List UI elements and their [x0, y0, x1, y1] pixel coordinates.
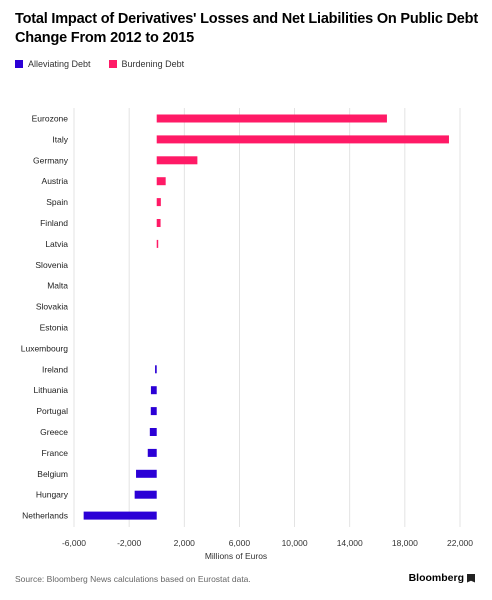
- category-label: Eurozone: [32, 114, 69, 124]
- category-label: Ireland: [42, 364, 68, 374]
- x-tick-label: 6,000: [229, 538, 251, 548]
- x-tick-label: 10,000: [282, 538, 308, 548]
- bar: [156, 239, 159, 248]
- category-labels: Eurozone Italy Germany Austria Spain Finland L…: [21, 114, 69, 521]
- x-axis-label: Millions of Euros: [205, 551, 267, 561]
- legend-swatch-burdening: [108, 60, 117, 68]
- category-label: Netherlands: [22, 511, 68, 521]
- category-label: Latvia: [45, 239, 68, 249]
- category-label: Portugal: [36, 406, 68, 416]
- category-label: Austria: [42, 176, 69, 186]
- chart-title: Total Impact of Derivatives' Losses and …: [15, 11, 478, 46]
- category-label: Slovenia: [35, 260, 68, 270]
- brand-name: Bloomberg: [408, 572, 464, 584]
- bar: [147, 448, 157, 457]
- legend: Alleviating Debt Burdening Debt: [15, 59, 202, 69]
- x-tick-label: 22,000: [447, 538, 473, 548]
- bar: [136, 469, 157, 478]
- x-tick-label: 14,000: [337, 538, 363, 548]
- x-tick-label: 18,000: [392, 538, 418, 548]
- bar: [150, 407, 157, 416]
- category-label: Malta: [47, 281, 68, 291]
- category-label: Spain: [46, 197, 68, 207]
- category-label: Slovakia: [36, 302, 68, 312]
- x-tick-label: 2,000: [174, 538, 196, 548]
- bar: [156, 114, 387, 123]
- legend-label-alleviating: Alleviating Debt: [28, 59, 91, 69]
- source-note: Source: Bloomberg News calculations base…: [15, 574, 251, 584]
- bar: [83, 511, 157, 520]
- legend-item-alleviating: Alleviating Debt: [15, 59, 91, 69]
- legend-label-burdening: Burdening Debt: [121, 59, 185, 69]
- x-tick-labels: -6,000 -2,000 2,000 6,000 10,000 14,000 18,000…: [62, 538, 473, 548]
- category-label: Luxembourg: [21, 343, 69, 353]
- bars: [83, 114, 449, 520]
- x-tick-label: -2,000: [117, 538, 141, 548]
- x-tick-label: -6,000: [62, 538, 86, 548]
- gridlines: [73, 108, 461, 527]
- category-label: Greece: [40, 427, 68, 437]
- category-label: Hungary: [36, 490, 69, 500]
- bar: [156, 156, 198, 165]
- legend-swatch-alleviating: [15, 60, 23, 68]
- category-label: Lithuania: [33, 385, 68, 395]
- bar: [155, 365, 157, 374]
- category-label: Italy: [52, 134, 68, 144]
- bookmark-icon: [467, 573, 475, 583]
- category-label: France: [42, 448, 69, 458]
- category-label: Finland: [40, 218, 68, 228]
- bar: [156, 135, 449, 144]
- bar: [156, 198, 161, 207]
- bar: [150, 386, 157, 395]
- bar: [156, 177, 166, 186]
- bar: [134, 490, 157, 499]
- bloomberg-logo: Bloomberg: [409, 572, 475, 584]
- category-label: Estonia: [40, 323, 69, 333]
- bar: [156, 219, 161, 227]
- category-label: Germany: [33, 155, 69, 165]
- category-label: Belgium: [37, 469, 68, 479]
- legend-item-burdening: Burdening Debt: [108, 59, 185, 69]
- bar: [149, 428, 157, 436]
